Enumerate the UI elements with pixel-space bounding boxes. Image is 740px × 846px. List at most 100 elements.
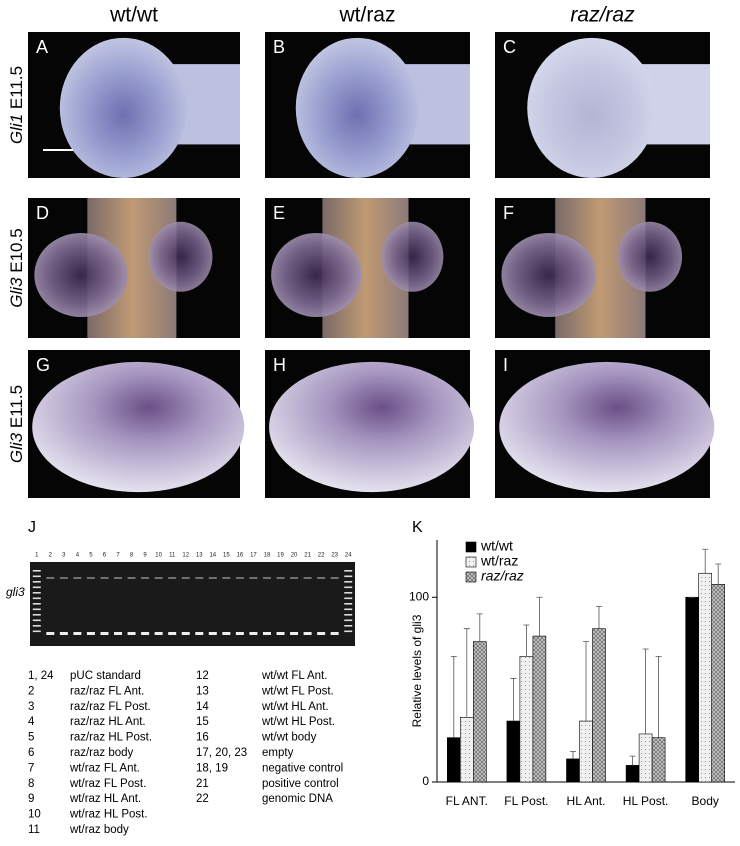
ladder-band: [344, 625, 353, 627]
gel-band: [195, 577, 204, 579]
column-header: raz/raz: [570, 4, 635, 27]
legend-lanes: 15: [196, 716, 209, 728]
gel-band: [208, 632, 217, 635]
y-tick-label: 0: [422, 774, 429, 788]
row-stage: E10.5: [7, 228, 26, 272]
error-bar: [629, 755, 636, 766]
legend-lanes: 6: [28, 747, 34, 759]
limb-bud: [499, 361, 715, 493]
legend-entry: wt/wt: [480, 538, 513, 554]
legend-label: wt/raz body: [69, 824, 129, 836]
lane-number: 6: [103, 553, 107, 559]
legend-label: raz/raz FL Ant.: [70, 685, 144, 697]
legend-label: negative control: [262, 762, 343, 774]
gel-band: [276, 577, 285, 579]
legend-lanes: 14: [196, 701, 209, 713]
legend-swatch: [465, 556, 477, 568]
gel-band: [46, 632, 55, 635]
gel-band: [86, 577, 95, 579]
row-label: Gli3 E11.5: [7, 385, 26, 463]
lane-number: 23: [331, 553, 338, 559]
legend-lanes: 5: [28, 732, 34, 744]
panel-letter: I: [503, 355, 508, 375]
limb-bud: [527, 37, 657, 178]
bar: [506, 720, 521, 783]
lane-number: 1: [35, 553, 39, 559]
legend-label: wt/wt HL Ant.: [261, 701, 329, 713]
legend-swatch: [465, 571, 477, 583]
ladder-band: [32, 619, 41, 622]
bar: [519, 656, 534, 783]
lane-number: 19: [277, 553, 284, 559]
panel-letter: A: [36, 37, 48, 57]
legend-lanes: 21: [196, 778, 209, 790]
bar: [625, 765, 640, 783]
ladder-band: [32, 581, 41, 583]
gel-band: [195, 632, 204, 635]
limb-bud: [501, 233, 597, 317]
gel-band: [154, 577, 163, 579]
bar: [638, 733, 653, 783]
legend-lanes: 8: [28, 778, 34, 790]
error-bar: [510, 678, 517, 722]
error-bar: [583, 641, 589, 722]
gel-band: [222, 577, 231, 579]
row-stage: E11.5: [7, 66, 26, 109]
ladder-band: [344, 581, 353, 583]
legend-label: wt/wt HL Post.: [261, 716, 335, 728]
x-tick-label: Body: [692, 794, 719, 808]
legend-entry: raz/raz: [481, 568, 524, 584]
ladder-band: [344, 597, 353, 600]
ladder-band: [344, 608, 353, 611]
gel-band: [59, 632, 68, 635]
legend-label: wt/wt FL Ant.: [261, 670, 327, 682]
lane-number: 13: [196, 553, 203, 559]
legend-label: wt/raz FL Post.: [69, 778, 146, 790]
column-header: wt/raz: [338, 4, 395, 27]
legend-lanes: 2: [28, 685, 34, 697]
gel-band: [127, 632, 136, 635]
limb-bud: [148, 221, 213, 292]
panel-letter: F: [503, 203, 514, 223]
error-bar: [655, 655, 662, 738]
legend-label: empty: [262, 747, 294, 759]
limb-bud: [381, 221, 444, 292]
legend-label: pUC standard: [70, 670, 141, 682]
gel-band: [235, 632, 244, 635]
legend-label: positive control: [262, 778, 339, 790]
gel-band: [73, 632, 82, 635]
legend-lanes: 3: [28, 701, 34, 713]
gel-band: [303, 577, 312, 579]
gel-band: [86, 632, 95, 635]
error-bar: [476, 613, 483, 642]
gel-band: [168, 632, 177, 635]
error-bar: [523, 624, 530, 657]
panel-letter: K: [412, 519, 423, 536]
bar-chart: K Relative levels of gli3 0 100 FL ANT. FL Po…: [409, 519, 735, 808]
legend-lanes: 12: [196, 670, 209, 682]
legend-label: wt/raz HL Ant.: [69, 793, 141, 805]
legend-label: raz/raz HL Post.: [70, 732, 152, 744]
gel-band: [317, 577, 326, 579]
row-gene: Gli3: [7, 277, 26, 308]
legend-lanes: 18, 19: [196, 762, 228, 774]
ladder-band: [32, 603, 41, 605]
gel-band: [141, 632, 150, 635]
limb-bud: [269, 361, 475, 493]
lane-number: 17: [250, 553, 257, 559]
error-bar: [570, 751, 576, 759]
ladder-band: [32, 614, 41, 616]
lane-number: 24: [345, 553, 352, 559]
gel-band: [46, 577, 55, 579]
gel-band: [114, 577, 123, 579]
error-bar: [702, 548, 709, 574]
panel-letter: D: [36, 203, 49, 223]
ladder-band: [344, 603, 353, 605]
limb-bud: [32, 361, 245, 493]
gel-band: [235, 577, 244, 579]
row-label: Gli3 E10.5: [7, 228, 26, 307]
error-bar: [715, 563, 722, 585]
legend-swatch: [465, 541, 477, 553]
gel-band: [100, 632, 109, 635]
